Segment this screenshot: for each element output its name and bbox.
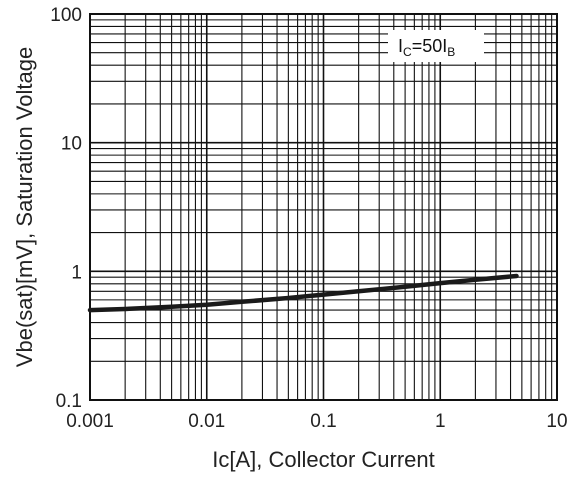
x-tick-label: 0.1	[310, 411, 336, 432]
series-group	[87, 273, 519, 313]
x-axis-label: Ic[A], Collector Current	[212, 447, 435, 472]
x-tick-label: 10	[546, 411, 567, 432]
plot-frame	[89, 13, 558, 401]
y-tick-label: 0.1	[56, 391, 82, 412]
series-line	[87, 273, 519, 313]
annotation-label: IC=50IB	[398, 36, 455, 59]
x-tick-label: 1	[435, 411, 446, 432]
x-tick-label: 0.01	[188, 411, 225, 432]
x-tick-label: 0.001	[66, 411, 114, 432]
y-tick-label: 10	[61, 134, 82, 155]
tick-labels: 0.001 0.01 0.1 1 10 100 10 1 0.1	[50, 5, 567, 432]
y-tick-label: 1	[71, 262, 82, 283]
y-tick-label: 100	[50, 5, 82, 26]
y-axis-label: Vbe(sat)[mV], Saturation Voltage	[12, 47, 37, 367]
annotation-box: IC=50IB	[388, 30, 484, 62]
grid	[89, 14, 557, 401]
